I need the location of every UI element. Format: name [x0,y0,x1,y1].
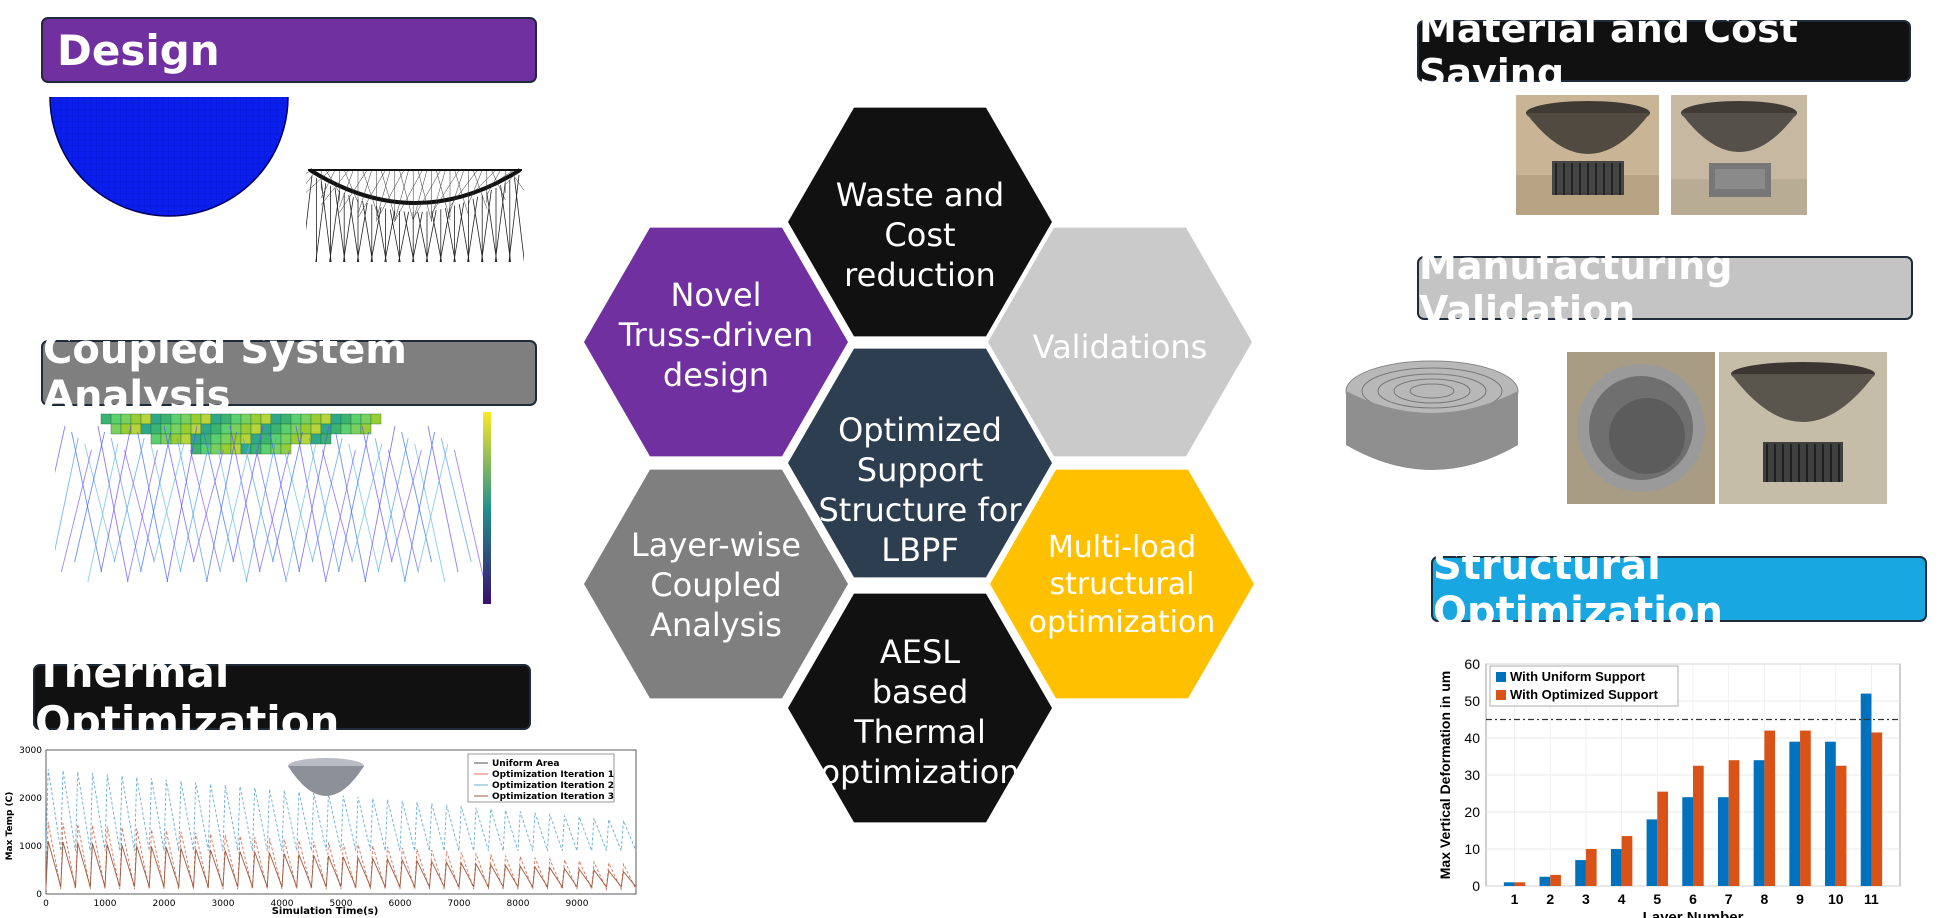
thermal-legend-entry: Optimization Iteration 3 [492,792,614,802]
bar [1621,836,1633,886]
bar [1753,760,1765,886]
thermal-xtick: 2000 [153,899,176,909]
bar-xtick: 4 [1618,891,1626,907]
hemisphere-side-photo [1719,352,1887,504]
bar [1789,741,1801,886]
thermal-xlabel: Simulation Time(s) [272,906,379,917]
hex-top [788,107,1052,337]
hex-lower-left [584,469,848,699]
bar [1514,882,1526,886]
thermal-xtick: 9000 [566,899,589,909]
bar-ytick: 50 [1464,693,1480,709]
bar [1717,797,1729,886]
thermal-xtick: 3000 [212,899,235,909]
bar [1657,791,1669,886]
bar [1835,765,1847,886]
bar-xtick: 10 [1828,891,1844,907]
bar [1764,730,1776,886]
bar-ytick: 60 [1464,656,1480,672]
bar-ytick: 30 [1464,767,1480,783]
bar-xlabel: Layer Number [1643,909,1744,918]
bar [1575,860,1586,886]
hemisphere-top-photo [1567,352,1715,504]
bar-xtick: 9 [1796,891,1804,907]
hex-upper-right [988,227,1252,457]
bar [1860,693,1872,886]
hex-upper-left-text: Novel Truss-driven design [618,276,814,394]
deformation-bar-chart: 0 10 20 30 40 50 60 1 2 3 4 5 6 7 8 9 10 11 With Uniform S… [1437,656,1901,918]
thermal-xtick: 4000 [271,899,294,909]
hex-center [788,348,1052,578]
bar-xtick: 5 [1653,891,1661,907]
hex-bottom [788,593,1052,823]
thermal-ylabel: Max Temp (C) [5,792,15,861]
bar-xtick: 2 [1546,891,1554,907]
bar-ytick: 20 [1464,804,1480,820]
bar [1800,730,1811,886]
thermal-ytick: 0 [36,890,42,900]
bar-legend-entry: With Optimized Support [1510,687,1659,702]
hex-upper-left [584,227,848,457]
printed-part-photo-1 [1516,95,1659,215]
hex-top-text: Waste and Cost reduction [835,176,1005,294]
coupled-analysis-image [55,412,491,604]
bar [1693,765,1704,886]
bar-ytick: 10 [1464,841,1480,857]
bar [1610,849,1622,886]
bar [1550,874,1561,886]
support-structure-render [1345,360,1519,470]
bar-xtick: 8 [1760,891,1768,907]
hex-lower-right-text: Multi-load structural optimization [1028,529,1216,640]
bar [1871,732,1883,886]
thermal-ytick: 3000 [19,746,42,756]
bar-xtick: 11 [1864,891,1879,907]
thermal-xtick: 6000 [389,899,412,909]
thermal-xtick: 8000 [507,899,530,909]
bar [1825,741,1836,886]
hex-lower-right [990,469,1254,699]
structural-optimization-label: Structural Optimization [1431,543,1927,635]
bar-xtick: 3 [1582,891,1590,907]
bar-ytick: 40 [1464,730,1480,746]
bar [1728,760,1740,886]
hex-upper-right-text: Validations [1032,328,1208,366]
thermal-xtick: 0 [43,899,49,909]
hemisphere-mesh-image [49,97,289,217]
thermal-xtick: 5000 [330,899,353,909]
thermal-legend-entry: Optimization Iteration 2 [492,781,614,791]
bar-ytick: 0 [1472,878,1480,894]
design-label: Design [41,17,537,83]
bar [1682,797,1693,886]
bar-xtick: 7 [1725,891,1733,907]
thermal-ytick: 2000 [19,794,42,804]
hex-lower-left-text: Layer-wise Coupled Analysis [630,526,802,644]
thermal-xtick: 1000 [94,899,117,909]
truss-support-image [306,168,524,263]
thermal-xtick: 7000 [448,899,471,909]
thermal-chart: Max Temp (C) Simulation Time(s) 0 1000 200… [5,746,637,917]
hex-bottom-text: AESL based Thermal optimization [820,633,1020,791]
bar-legend-entry: With Uniform Support [1510,669,1646,684]
bar [1646,819,1658,886]
bar [1503,882,1515,886]
bar-xtick: 6 [1689,891,1697,907]
bar [1585,849,1597,886]
hex-center-text: Optimized Support Structure for LBPF [818,411,1022,569]
printed-part-photo-2 [1671,95,1807,215]
thermal-legend-entry: Uniform Area [492,759,559,769]
bar [1539,876,1551,886]
bar-xtick: 1 [1511,891,1519,907]
thermal-legend-entry: Optimization Iteration 1 [492,770,614,780]
thermal-ytick: 1000 [19,842,42,852]
bar-ylabel: Max Vertical Deformation in um [1437,671,1453,880]
